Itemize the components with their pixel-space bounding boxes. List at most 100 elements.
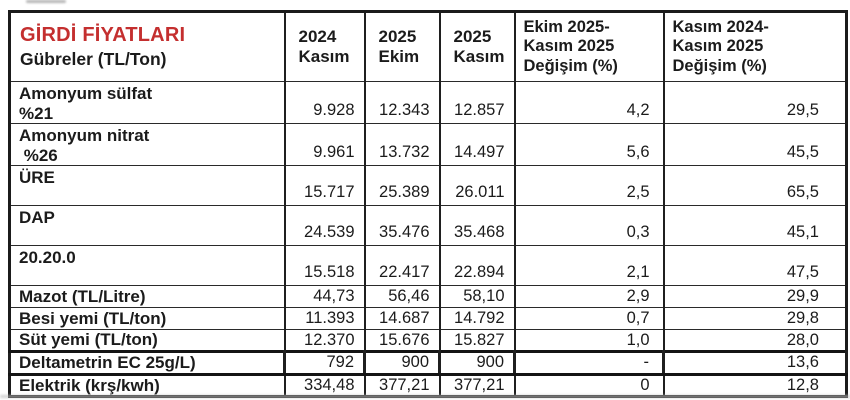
header-line: Kasım xyxy=(453,47,505,66)
table-row: Süt yemi (TL/ton) 12.370 15.676 15.827 1,0 28… xyxy=(8,329,848,353)
value-cell-kasim-2025: 377,21 xyxy=(438,373,516,398)
table-row: Elektrik (krş/kwh) 334,48 377,21 377,21 0 12,… xyxy=(8,373,848,398)
row-label: Süt yemi (TL/ton) xyxy=(19,330,158,350)
row-label-cell: Besi yemi (TL/ton) xyxy=(8,307,286,331)
value-cell-change-ekim2025-kasim2025: 5,6 xyxy=(513,123,665,167)
value-cell-change-kasim2024-kasim2025: 65,5 xyxy=(662,165,848,207)
row-label: Elektrik (krş/kwh) xyxy=(19,375,160,395)
column-header-monthly-change: Ekim 2025- Kasım 2025 Değişim (%) xyxy=(513,11,665,82)
table-row: Deltametrin EC 25g/L) 792 900 900-13,6 xyxy=(8,350,848,376)
value-cell-change-kasim2024-kasim2025: 29,8 xyxy=(662,307,848,331)
row-label-cell: Deltametrin EC 25g/L) xyxy=(8,350,286,376)
value-cell-change-ekim2025-kasim2025: 0,7 xyxy=(513,307,665,331)
value-cell-change-kasim2024-kasim2025: 12,8 xyxy=(662,373,848,398)
input-prices-table: GİRDİ FİYATLARI Gübreler (TL/Ton) 2024 K… xyxy=(8,10,848,399)
value-cell-ekim-2025: 377,21 xyxy=(363,373,441,398)
value-cell-kasim-2024: 11.393 xyxy=(283,307,366,331)
value-cell-ekim-2025: 35.476 xyxy=(363,205,441,247)
row-sublabel: %26 xyxy=(19,145,58,165)
value-cell-ekim-2025: 12.343 xyxy=(363,80,441,125)
column-header-yearly-change: Kasım 2024- Kasım 2025 Değişim (%) xyxy=(662,11,848,82)
scan-artifact-bottom xyxy=(0,395,850,398)
row-label-cell: 20.20.0 xyxy=(8,245,286,287)
price-table-body: Amonyum sülfat %21 9.928 12.343 12.857 4,2 29,… xyxy=(8,80,848,398)
header-row: GİRDİ FİYATLARI Gübreler (TL/Ton) 2024 K… xyxy=(8,11,848,82)
column-header-ekim-2025: 2025 Ekim xyxy=(363,11,441,82)
row-label: Besi yemi (TL/ton) xyxy=(19,308,167,328)
value-cell-kasim-2024: 9.961 xyxy=(283,123,366,167)
table-subtitle: Gübreler (TL/Ton) xyxy=(20,48,167,69)
row-sublabel: %21 xyxy=(19,103,54,123)
value-cell-ekim-2025: 22.417 xyxy=(363,245,441,287)
row-label-cell: Amonyum nitrat %26 xyxy=(8,123,286,167)
column-header-kasim-2025: 2025 Kasım xyxy=(438,11,516,82)
header-line: Kasım xyxy=(298,47,350,66)
row-label: Mazot (TL/Litre) xyxy=(19,286,146,306)
value-cell-change-ekim2025-kasim2025: 2,9 xyxy=(513,285,665,309)
value-cell-kasim-2024: 24.539 xyxy=(283,205,366,247)
value-cell-kasim-2025: 14.792 xyxy=(438,307,516,331)
row-label-cell: Amonyum sülfat %21 xyxy=(8,80,286,125)
value-cell-kasim-2024: 15.717 xyxy=(283,165,366,207)
value-cell-change-kasim2024-kasim2025: 29,9 xyxy=(662,285,848,309)
value-cell-kasim-2024: 792 xyxy=(283,350,366,376)
value-cell-change-kasim2024-kasim2025: 45,5 xyxy=(662,123,848,167)
table-header: GİRDİ FİYATLARI Gübreler (TL/Ton) 2024 K… xyxy=(8,11,848,82)
column-header-kasim-2024: 2024 Kasım xyxy=(283,11,366,82)
value-cell-kasim-2025: 22.894 xyxy=(438,245,516,287)
value-cell-change-kasim2024-kasim2025: 47,5 xyxy=(662,245,848,287)
value-cell-change-kasim2024-kasim2025: 13,6 xyxy=(662,350,848,376)
value-cell-kasim-2024: 44,73 xyxy=(283,285,366,309)
value-cell-kasim-2024: 12.370 xyxy=(283,329,366,353)
header-line: Değişim (%) xyxy=(523,56,618,75)
value-cell-change-ekim2025-kasim2025: 0 xyxy=(513,373,665,398)
table-row: ÜRE 15.717 25.389 26.011 2,5 65,5 xyxy=(8,165,848,207)
value-cell-kasim-2025: 35.468 xyxy=(438,205,516,247)
value-cell-ekim-2025: 13.732 xyxy=(363,123,441,167)
value-cell-ekim-2025: 15.676 xyxy=(363,329,441,353)
value-cell-change-kasim2024-kasim2025: 45,1 xyxy=(662,205,848,247)
value-cell-ekim-2025: 56,46 xyxy=(363,285,441,309)
table-row: Mazot (TL/Litre) 44,73 56,46 58,10 2,9 29,9 xyxy=(8,285,848,309)
value-cell-ekim-2025: 25.389 xyxy=(363,165,441,207)
row-label: Amonyum nitrat xyxy=(19,126,150,146)
value-cell-kasim-2025: 15.827 xyxy=(438,329,516,353)
value-cell-kasim-2024: 15.518 xyxy=(283,245,366,287)
row-label-cell: DAP xyxy=(8,205,286,247)
value-cell-change-kasim2024-kasim2025: 29,5 xyxy=(662,80,848,125)
table-row: DAP 24.539 35.476 35.468 0,3 45,1 xyxy=(8,205,848,247)
header-line: 2024 xyxy=(298,26,337,46)
value-cell-change-ekim2025-kasim2025: 0,3 xyxy=(513,205,665,247)
value-cell-ekim-2025: 900 xyxy=(363,350,441,376)
table-row: 20.20.0 15.518 22.417 22.894 2,1 47,5 xyxy=(8,245,848,287)
row-label: 20.20.0 xyxy=(19,248,76,268)
value-cell-ekim-2025: 14.687 xyxy=(363,307,441,331)
table-row: Besi yemi (TL/ton) 11.393 14.687 14.792 0,7 2… xyxy=(8,307,848,331)
header-line: Ekim 2025- xyxy=(523,17,610,36)
value-cell-change-ekim2025-kasim2025: 1,0 xyxy=(513,329,665,353)
row-label-cell: Elektrik (krş/kwh) xyxy=(8,373,286,398)
value-cell-kasim-2024: 9.928 xyxy=(283,80,366,125)
header-line: Ekim xyxy=(378,47,420,66)
value-cell-kasim-2025: 900 xyxy=(438,350,516,376)
header-line: Kasım 2025 xyxy=(523,37,615,56)
row-label: Deltametrin EC 25g/L) xyxy=(19,353,196,373)
value-cell-change-kasim2024-kasim2025: 28,0 xyxy=(662,329,848,353)
value-cell-kasim-2025: 58,10 xyxy=(438,285,516,309)
value-cell-change-ekim2025-kasim2025: - xyxy=(513,350,665,376)
row-label-cell: Süt yemi (TL/ton) xyxy=(8,329,286,353)
header-line: 2025 xyxy=(453,26,492,46)
header-line: 2025 xyxy=(378,26,417,46)
row-label: DAP xyxy=(19,208,55,228)
scan-artifact-top xyxy=(26,0,66,3)
header-line: Kasım 2025 xyxy=(672,37,764,56)
row-label-cell: Mazot (TL/Litre) xyxy=(8,285,286,309)
value-cell-change-ekim2025-kasim2025: 2,5 xyxy=(513,165,665,207)
row-label-cell: ÜRE xyxy=(8,165,286,207)
table-row: Amonyum sülfat %21 9.928 12.343 12.857 4,2 29,… xyxy=(8,80,848,125)
value-cell-change-ekim2025-kasim2025: 4,2 xyxy=(513,80,665,125)
value-cell-kasim-2025: 12.857 xyxy=(438,80,516,125)
row-label: Amonyum sülfat xyxy=(19,84,153,103)
header-line: Değişim (%) xyxy=(672,56,767,75)
